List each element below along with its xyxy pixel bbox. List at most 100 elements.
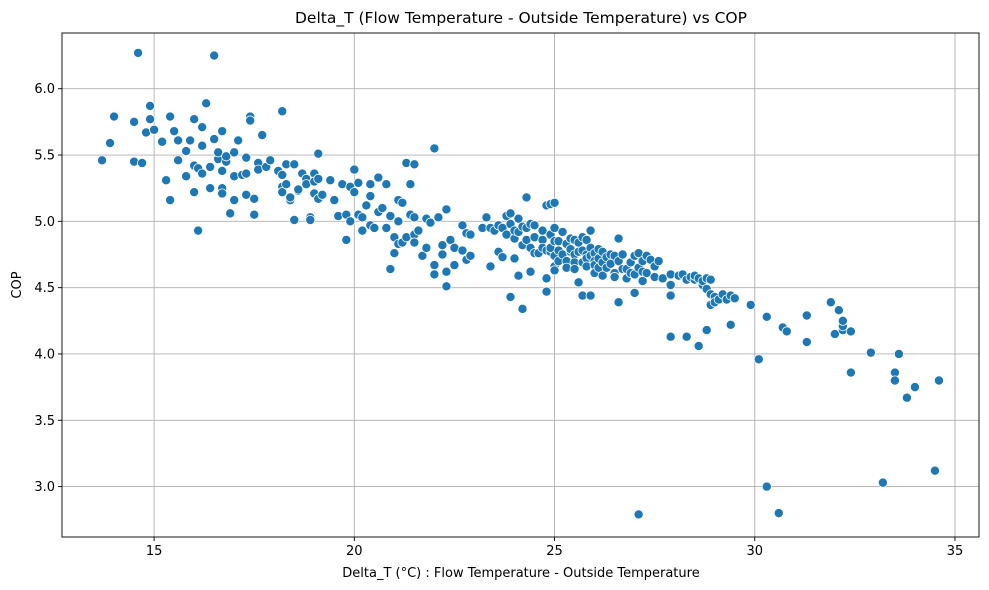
scatter-point: [349, 187, 360, 198]
scatter-point: [613, 297, 624, 308]
scatter-point: [205, 161, 216, 172]
scatter-point: [425, 217, 436, 228]
scatter-point: [633, 509, 644, 520]
scatter-point: [437, 249, 448, 260]
scatter-point: [541, 273, 552, 284]
scatter-point: [457, 220, 468, 231]
scatter-point: [365, 191, 376, 202]
scatter-point: [585, 290, 596, 301]
scatter-point: [357, 225, 368, 236]
y-axis-ticks: 3.0 3.5 4.0 4.5 5.0 5.5 6.0: [34, 82, 62, 495]
scatter-point: [217, 188, 228, 199]
scatter-point: [773, 508, 784, 519]
scatter-point: [653, 256, 664, 267]
scatter-point: [185, 135, 196, 146]
y-tick-label: 6.0: [34, 82, 55, 97]
scatter-point: [377, 203, 388, 214]
scatter-point: [213, 147, 224, 158]
scatter-point: [865, 347, 876, 358]
scatter-point: [877, 477, 888, 488]
x-tick-label: 15: [146, 544, 163, 559]
y-tick-label: 5.5: [34, 149, 55, 164]
scatter-point: [157, 136, 168, 147]
scatter-point: [409, 237, 420, 248]
scatter-point: [189, 114, 200, 125]
scatter-point: [385, 264, 396, 275]
scatter-point: [705, 274, 716, 285]
x-axis-ticks: 15 20 25 30 35: [146, 537, 963, 559]
scatter-point: [369, 222, 380, 233]
y-axis-label: COP: [10, 271, 25, 298]
scatter-point: [389, 248, 400, 259]
scatter-point: [781, 326, 792, 337]
scatter-point: [933, 375, 944, 386]
scatter-point: [245, 115, 256, 126]
scatter-point: [573, 277, 584, 288]
scatter-point: [833, 305, 844, 316]
scatter-point: [325, 175, 336, 186]
scatter-point: [365, 179, 376, 190]
scatter-point: [505, 291, 516, 302]
y-tick-label: 3.0: [34, 480, 55, 495]
data-points: [97, 47, 944, 520]
scatter-point: [501, 229, 512, 240]
scatter-point: [497, 252, 508, 263]
scatter-point: [133, 47, 144, 58]
scatter-point: [217, 165, 228, 176]
scatter-point: [313, 148, 324, 159]
scatter-point: [357, 212, 368, 223]
scatter-point: [197, 122, 208, 133]
scatter-point: [193, 225, 204, 236]
scatter-point: [345, 216, 356, 227]
scatter-point: [129, 116, 140, 127]
scatter-point: [173, 135, 184, 146]
scatter-point: [529, 220, 540, 231]
scatter-point: [409, 212, 420, 223]
scatter-point: [829, 329, 840, 340]
scatter-point: [181, 146, 192, 157]
scatter-point: [209, 50, 220, 61]
scatter-point: [449, 260, 460, 271]
scatter-point: [729, 293, 740, 304]
scatter-point: [229, 147, 240, 158]
scatter-point: [341, 234, 352, 245]
scatter-point: [665, 290, 676, 301]
scatter-point: [893, 348, 904, 359]
scatter-point: [437, 240, 448, 251]
scatter-point: [281, 179, 292, 190]
scatter-point: [317, 189, 328, 200]
scatter-point: [485, 261, 496, 272]
scatter-point: [361, 200, 372, 211]
scatter-point: [901, 392, 912, 403]
scatter-point: [149, 124, 160, 135]
scatter-point: [465, 250, 476, 261]
scatter-point: [657, 273, 668, 284]
scatter-point: [429, 269, 440, 280]
scatter-point: [845, 367, 856, 378]
scatter-point: [241, 152, 252, 163]
scatter-point: [681, 331, 692, 342]
scatter-point: [441, 204, 452, 215]
scatter-point: [277, 169, 288, 180]
scatter-point: [249, 209, 260, 220]
scatter-point: [513, 270, 524, 281]
scatter-point: [441, 281, 452, 292]
scatter-point: [725, 319, 736, 330]
scatter-point: [181, 171, 192, 182]
scatter-point: [441, 266, 452, 277]
x-tick-label: 30: [746, 544, 763, 559]
scatter-point: [165, 111, 176, 122]
scatter-point: [241, 189, 252, 200]
y-tick-label: 5.0: [34, 215, 55, 230]
scatter-point: [381, 222, 392, 233]
scatter-point: [609, 272, 620, 283]
scatter-point: [225, 208, 236, 219]
scatter-point: [165, 195, 176, 206]
scatter-point: [445, 234, 456, 245]
scatter-point: [329, 195, 340, 206]
scatter-point: [745, 299, 756, 310]
scatter-point: [189, 187, 200, 198]
scatter-point: [421, 242, 432, 253]
scatter-point: [217, 126, 228, 137]
